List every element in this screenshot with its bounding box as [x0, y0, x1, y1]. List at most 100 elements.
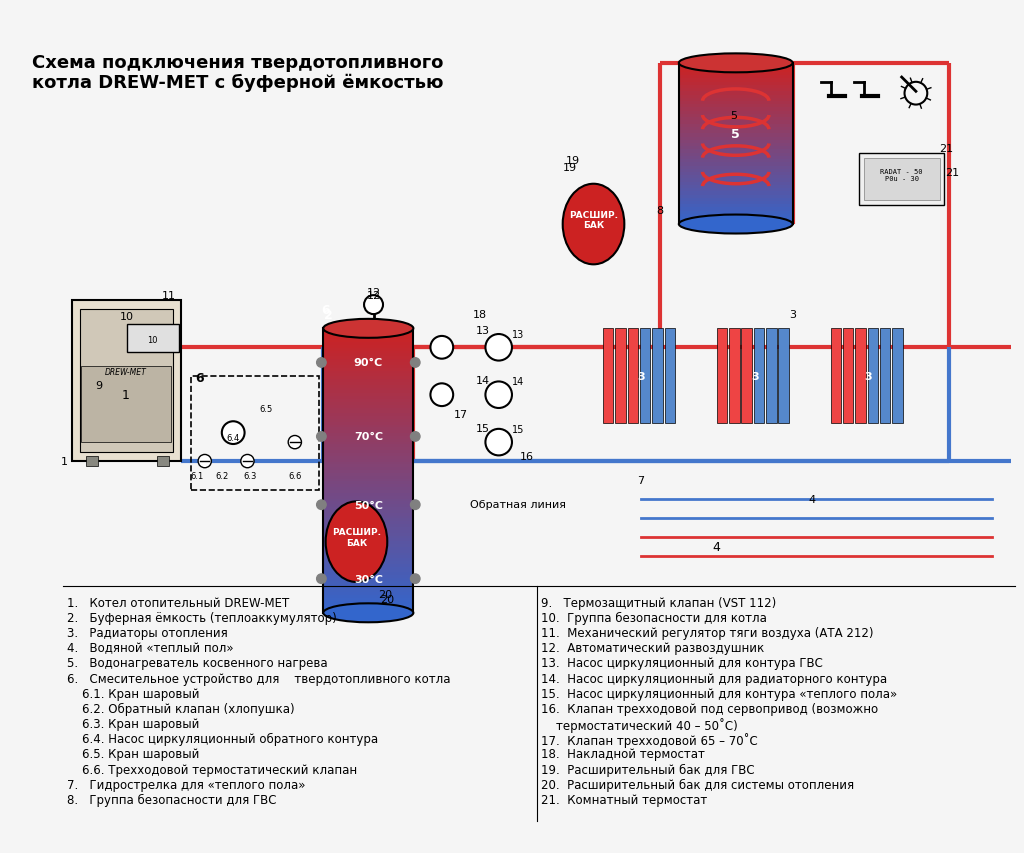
Bar	[324, 368, 414, 372]
Bar	[615, 329, 626, 424]
Text: 21: 21	[945, 168, 959, 177]
Bar	[324, 508, 414, 511]
Bar	[679, 218, 793, 222]
Bar	[324, 343, 414, 346]
Text: 8: 8	[656, 206, 664, 216]
Text: Схема подключения твердотопливного: Схема подключения твердотопливного	[32, 55, 443, 73]
Text: 21.  Комнатный термостат: 21. Комнатный термостат	[542, 793, 708, 806]
Text: 10: 10	[120, 311, 134, 322]
Text: 30°C: 30°C	[354, 574, 383, 584]
Bar	[679, 67, 793, 70]
Bar	[324, 553, 414, 556]
Bar	[324, 593, 414, 596]
Bar	[324, 339, 414, 343]
Text: 5: 5	[730, 111, 737, 121]
Text: 4: 4	[713, 540, 721, 554]
Bar	[324, 565, 414, 567]
Bar	[324, 561, 414, 565]
Text: 6.6. Трехходовой термостатический клапан: 6.6. Трехходовой термостатический клапан	[68, 763, 357, 775]
Bar	[679, 173, 793, 177]
Bar	[324, 363, 414, 366]
Text: 17.  Клапан трехходовой 65 – 70˚С: 17. Клапан трехходовой 65 – 70˚С	[542, 733, 758, 747]
Text: 6.4. Насос циркуляционный обратного контура: 6.4. Насос циркуляционный обратного конт…	[68, 733, 379, 746]
Bar	[324, 510, 414, 514]
Bar	[324, 462, 414, 466]
Text: 20: 20	[378, 589, 392, 599]
Circle shape	[365, 296, 383, 315]
Text: 16: 16	[520, 452, 535, 461]
Text: 19: 19	[563, 163, 577, 173]
Bar	[324, 431, 414, 434]
Bar	[324, 354, 414, 357]
Text: котла DREW-MET с буферной ёмкостью: котла DREW-MET с буферной ёмкостью	[32, 73, 443, 91]
Bar	[324, 456, 414, 460]
Bar	[679, 166, 793, 170]
Text: 1.   Котел отопительный DREW-MET: 1. Котел отопительный DREW-MET	[68, 596, 290, 609]
Bar	[679, 76, 793, 80]
Bar	[324, 397, 414, 400]
Bar	[324, 405, 414, 409]
Text: 7.   Гидрострелка для «теплого пола»: 7. Гидрострелка для «теплого пола»	[68, 778, 306, 791]
Bar	[324, 345, 414, 349]
Bar	[843, 329, 853, 424]
Bar	[324, 473, 414, 477]
Bar	[324, 485, 414, 488]
Bar	[679, 170, 793, 173]
Bar	[679, 134, 793, 138]
Bar	[324, 570, 414, 573]
Bar	[679, 150, 793, 154]
Text: 6.1. Кран шаровый: 6.1. Кран шаровый	[68, 687, 200, 700]
Bar	[679, 186, 793, 189]
Bar	[324, 496, 414, 499]
Bar	[324, 601, 414, 605]
Bar	[86, 457, 97, 467]
Text: Обратная линия: Обратная линия	[470, 499, 565, 509]
Bar	[324, 428, 414, 432]
Text: 1: 1	[122, 389, 130, 402]
Bar	[778, 329, 788, 424]
Bar	[679, 215, 793, 218]
Bar	[324, 533, 414, 537]
Bar	[324, 329, 414, 613]
Text: 5: 5	[731, 128, 740, 142]
Circle shape	[198, 455, 211, 468]
Text: 19.  Расширительный бак для ГВС: 19. Расширительный бак для ГВС	[542, 763, 755, 775]
Bar	[679, 112, 793, 115]
Bar	[324, 490, 414, 494]
Ellipse shape	[563, 184, 625, 265]
Text: 16.  Клапан трехходовой под сервопривод (возможно: 16. Клапан трехходовой под сервопривод (…	[542, 702, 879, 715]
Bar	[324, 548, 414, 550]
Text: 6: 6	[321, 304, 330, 316]
Bar	[679, 128, 793, 131]
Circle shape	[316, 574, 326, 583]
Bar	[190, 376, 318, 490]
Bar	[679, 221, 793, 225]
Circle shape	[411, 358, 420, 368]
Text: 14: 14	[475, 376, 489, 386]
Text: 6.2: 6.2	[215, 471, 228, 480]
Text: 11: 11	[162, 291, 176, 301]
Bar	[679, 154, 793, 157]
Bar	[324, 351, 414, 355]
Bar	[324, 519, 414, 522]
Ellipse shape	[324, 320, 414, 339]
Bar	[640, 329, 650, 424]
Bar	[324, 442, 414, 445]
Bar	[628, 329, 638, 424]
Bar	[603, 329, 613, 424]
Bar	[679, 115, 793, 119]
Bar	[324, 502, 414, 505]
Bar	[830, 329, 841, 424]
Bar	[324, 522, 414, 525]
Text: 20: 20	[380, 594, 394, 604]
Text: термостатический 40 – 50˚С): термостатический 40 – 50˚С)	[542, 717, 738, 732]
Bar	[867, 329, 878, 424]
Bar	[679, 92, 793, 96]
Bar	[679, 83, 793, 86]
Circle shape	[222, 421, 245, 444]
Text: 6.6: 6.6	[288, 471, 301, 480]
Text: 2.   Буферная ёмкость (теплоаккумулятор): 2. Буферная ёмкость (теплоаккумулятор)	[68, 612, 337, 624]
Bar	[880, 329, 890, 424]
Text: 90°C: 90°C	[353, 358, 383, 368]
Text: DREW-MET: DREW-MET	[105, 367, 146, 376]
